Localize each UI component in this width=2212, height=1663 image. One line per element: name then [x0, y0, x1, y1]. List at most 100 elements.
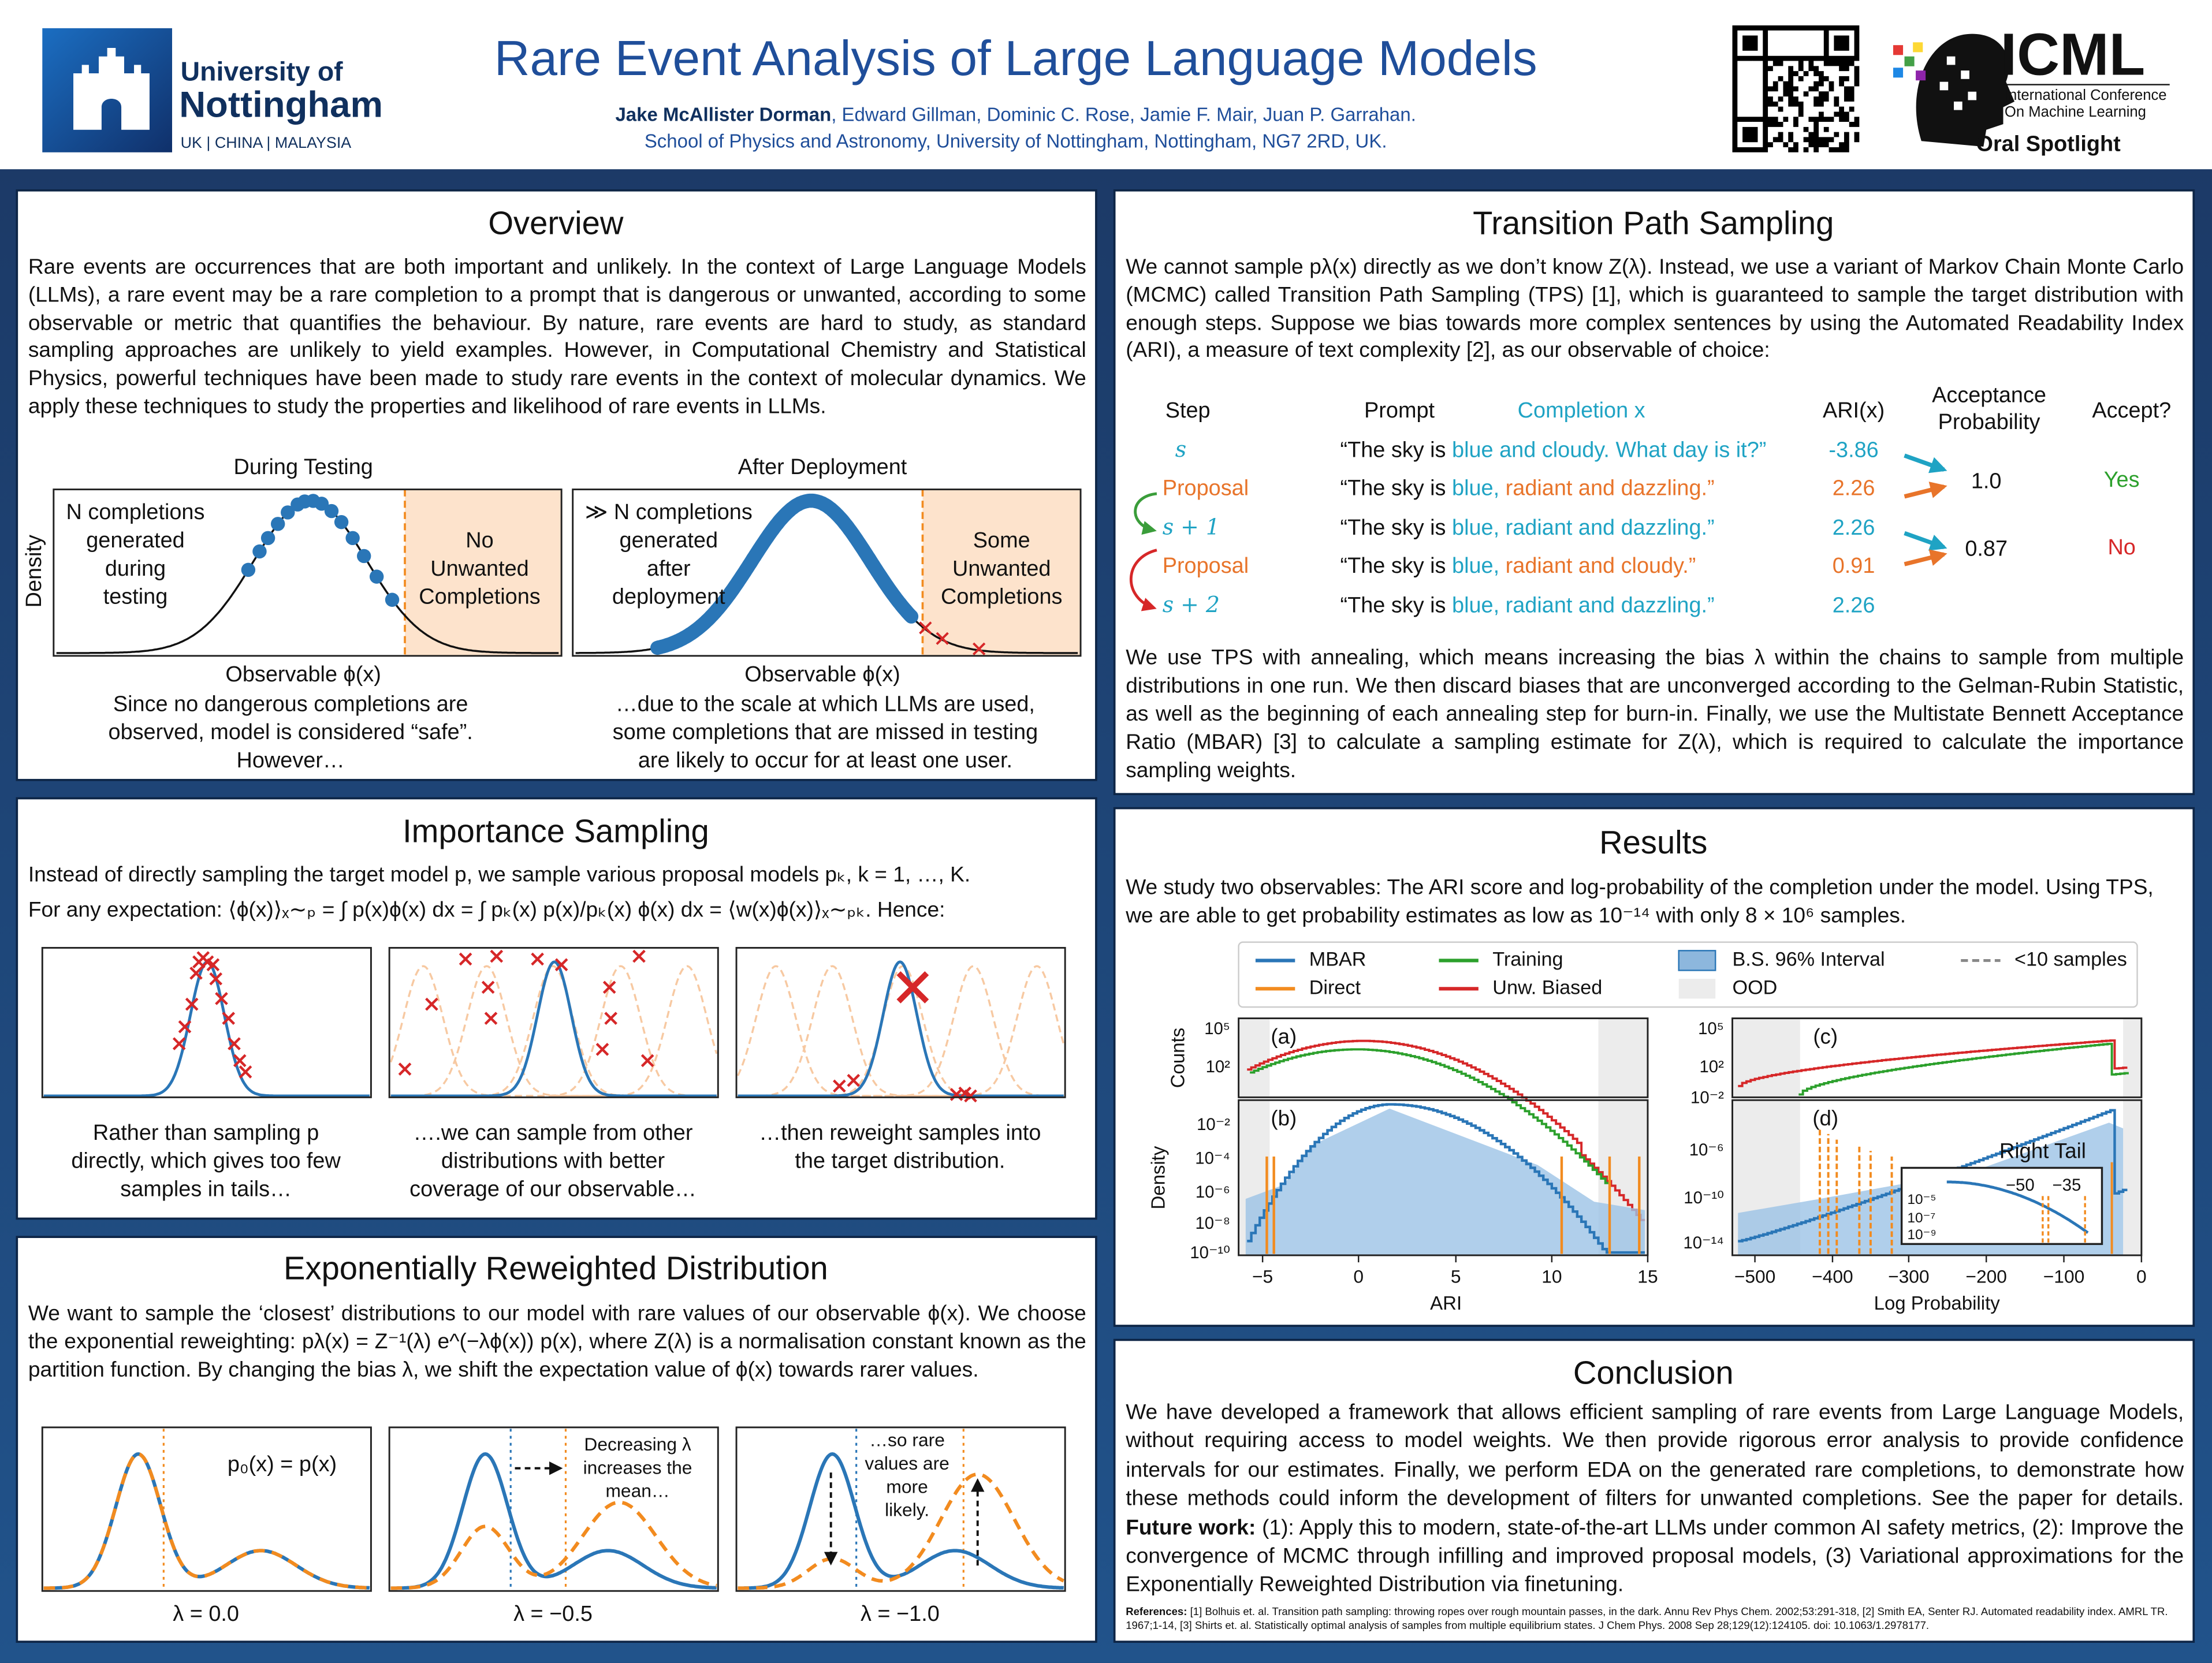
y-tick-label: 10⁻² — [1690, 1088, 1724, 1108]
legend-label: Unw. Biased — [1492, 976, 1602, 998]
target-curve — [738, 960, 1064, 1098]
y-tick-label: 10⁵ — [1204, 1019, 1230, 1038]
caption: Since no dangerous completions are — [113, 692, 468, 716]
table-step: s + 2 — [1163, 592, 1220, 617]
caption: directly, which gives too few — [71, 1149, 341, 1173]
castle-icon — [73, 48, 150, 130]
sample-marker — [192, 955, 206, 969]
inset-curve — [1946, 1180, 2089, 1234]
sample-marker — [531, 952, 544, 966]
unwanted-region — [405, 489, 562, 656]
sample-marker — [554, 958, 568, 972]
table-header: Acceptance — [1932, 383, 2046, 407]
campuses: UK | CHINA | MALAYSIA — [181, 134, 352, 151]
caption: However… — [237, 748, 345, 773]
icml-pixel — [1916, 70, 1926, 81]
paragraph: We want to sample the ‘closest’ distribu… — [28, 1302, 1086, 1383]
sample-dot — [334, 514, 349, 530]
table-header: Probability — [1938, 410, 2040, 434]
y-tick-label: 10⁻¹⁰ — [1684, 1188, 1724, 1207]
legend-label: Training — [1492, 948, 1563, 970]
accept-decision: Yes — [2104, 468, 2140, 492]
caption: distributions with better — [441, 1149, 665, 1173]
plot-annotation: likely. — [885, 1500, 929, 1520]
x-tick-label: −300 — [1888, 1266, 1930, 1287]
axes-frame — [1238, 1017, 1649, 1098]
icml-pixel — [1913, 42, 1923, 53]
paragraph: We use TPS with annealing, which means i… — [1126, 646, 2184, 783]
table-completion: “The sky is blue, radiant and cloudy.” — [1340, 554, 1696, 578]
unwanted-region — [922, 489, 1081, 656]
affiliation: School of Physics and Astronomy, Univers… — [645, 130, 1387, 151]
region-label: Completions — [941, 585, 1062, 609]
table-header: ARI(x) — [1823, 398, 1885, 423]
plot-annotation: more — [886, 1476, 928, 1497]
sample-marker — [178, 1020, 192, 1034]
y-tick-label: 10⁻⁴ — [1195, 1149, 1230, 1168]
conclusion-body: We have developed a framework that allow… — [1126, 1400, 2184, 1511]
proposal-curve — [390, 965, 718, 1097]
y-tick-label: 10⁻¹⁴ — [1683, 1233, 1723, 1252]
sample-marker — [233, 1054, 247, 1068]
acceptance-probability: 1.0 — [1971, 469, 2002, 493]
table-header: Prompt — [1364, 398, 1435, 423]
plot-annotation: testing — [103, 585, 168, 609]
paragraph: Instead of directly sampling the target … — [28, 863, 971, 888]
transition-arrow — [1904, 453, 1947, 473]
paragraph: For any expectation: ⟨ϕ(x)⟩ₓ∼ₚ = ∫ p(x)ϕ… — [28, 898, 945, 923]
table-step: Proposal — [1163, 476, 1249, 501]
transition-arrow — [1904, 482, 1947, 499]
table-header: Step — [1165, 398, 1211, 423]
legend-label: OOD — [1733, 976, 1778, 998]
sample-dot — [252, 544, 267, 559]
x-axis-label: Log Probability — [1874, 1292, 2001, 1314]
inset-y-tick: 10⁻⁷ — [1907, 1210, 1935, 1226]
training-hist — [1250, 1048, 1610, 1184]
poster-title: Rare Event Analysis of Large Language Mo… — [494, 31, 1537, 86]
conference-logo: ICML — [2001, 21, 2146, 88]
y-tick-label: 10⁻⁶ — [1196, 1183, 1230, 1202]
sample-dot — [314, 497, 329, 511]
y-tick-label: 10⁻⁶ — [1689, 1140, 1724, 1159]
completion-text: blue, radiant and dazzling.” — [1452, 593, 1715, 617]
sample-marker — [189, 967, 203, 980]
unw-biased-hist — [1247, 1039, 1645, 1221]
plot-frame — [735, 946, 1066, 1098]
inset-title: Right Tail — [1999, 1139, 2086, 1162]
caption: the target distribution. — [795, 1149, 1005, 1173]
icml-pixel — [1946, 56, 1956, 65]
prompt-text: “The sky is — [1340, 554, 1446, 578]
table-completion: “The sky is blue, radiant and dazzling.” — [1340, 476, 1714, 501]
caption: coverage of our observable… — [409, 1177, 697, 1202]
prompt-text: “The sky is — [1340, 593, 1446, 617]
plot-frame — [388, 946, 719, 1098]
plot-frame — [53, 489, 563, 657]
table-completion: “The sky is blue, radiant and dazzling.” — [1340, 593, 1714, 617]
y-axis-label: Counts — [1167, 1028, 1189, 1088]
mbar-hist — [1247, 1103, 1645, 1254]
caption: …due to the scale at which LLMs are used… — [616, 692, 1035, 716]
base-distribution — [390, 1452, 717, 1590]
legend-label: Direct — [1309, 976, 1361, 998]
x-tick-label: 0 — [2136, 1266, 2147, 1287]
x-axis-label: Observable ϕ(x) — [744, 662, 900, 687]
region-label: No — [466, 528, 493, 553]
section-title: Importance Sampling — [403, 812, 709, 849]
sample-marker — [833, 1079, 846, 1093]
x-axis-label: Observable ϕ(x) — [225, 662, 381, 687]
section-title: Conclusion — [1573, 1354, 1734, 1390]
sample-marker — [490, 949, 504, 963]
table-completion: “The sky is blue, radiant and dazzling.” — [1340, 516, 1714, 540]
caption: …then reweight samples into — [759, 1121, 1041, 1145]
accept-arrow — [1134, 492, 1157, 535]
training-hist — [1798, 1042, 2129, 1096]
icml-pixel — [1968, 91, 1977, 100]
x-tick-label: −400 — [1812, 1266, 1853, 1287]
table-ari: 2.26 — [1833, 516, 1875, 540]
proposed-text: radiant and cloudy.” — [1506, 554, 1696, 578]
ood-region — [1598, 1018, 1648, 1098]
inset-x-tick: −50 — [2006, 1176, 2035, 1195]
plot-annotation: …so rare — [869, 1430, 945, 1451]
sample-dot — [260, 531, 275, 546]
inset-x-tick: −35 — [2053, 1176, 2081, 1195]
